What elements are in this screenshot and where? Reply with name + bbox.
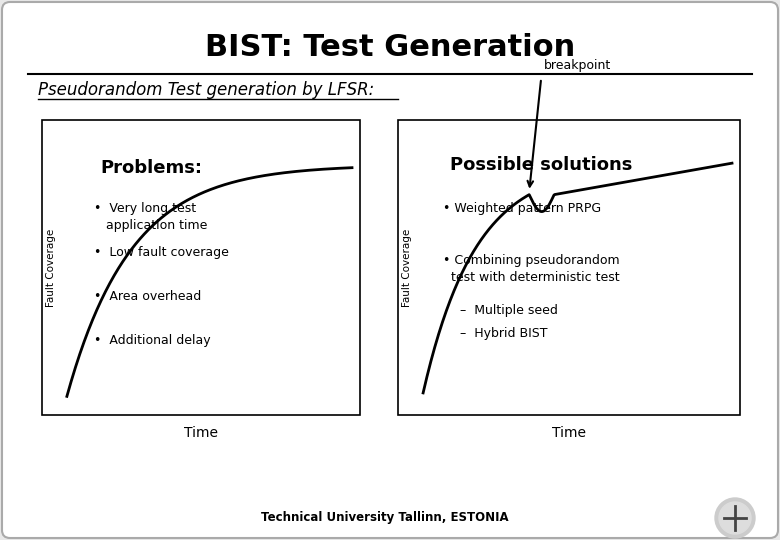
Text: Time: Time [552,426,586,440]
Text: Pseudorandom Test generation by LFSR:: Pseudorandom Test generation by LFSR: [38,81,374,99]
Circle shape [715,498,755,538]
Text: • Weighted pattern PRPG: • Weighted pattern PRPG [443,202,601,215]
Text: Time: Time [184,426,218,440]
Text: Problems:: Problems: [100,159,202,177]
Text: Possible solutions: Possible solutions [450,156,633,174]
Circle shape [719,502,751,534]
Text: –  Hybrid BIST: – Hybrid BIST [460,327,548,340]
Text: Technical University Tallinn, ESTONIA: Technical University Tallinn, ESTONIA [261,511,509,524]
Text: • Combining pseudorandom
  test with deterministic test: • Combining pseudorandom test with deter… [443,254,619,284]
Text: •  Very long test
   application time: • Very long test application time [94,202,207,232]
Text: breakpoint: breakpoint [544,59,612,72]
Text: –  Multiple seed: – Multiple seed [460,304,558,317]
FancyBboxPatch shape [398,120,740,415]
Text: •  Low fault coverage: • Low fault coverage [94,246,229,259]
Text: Fault Coverage: Fault Coverage [46,228,56,307]
Text: •  Additional delay: • Additional delay [94,334,211,347]
Text: •  Area overhead: • Area overhead [94,290,201,303]
FancyBboxPatch shape [42,120,360,415]
Text: Fault Coverage: Fault Coverage [402,228,412,307]
Text: BIST: Test Generation: BIST: Test Generation [205,33,575,63]
